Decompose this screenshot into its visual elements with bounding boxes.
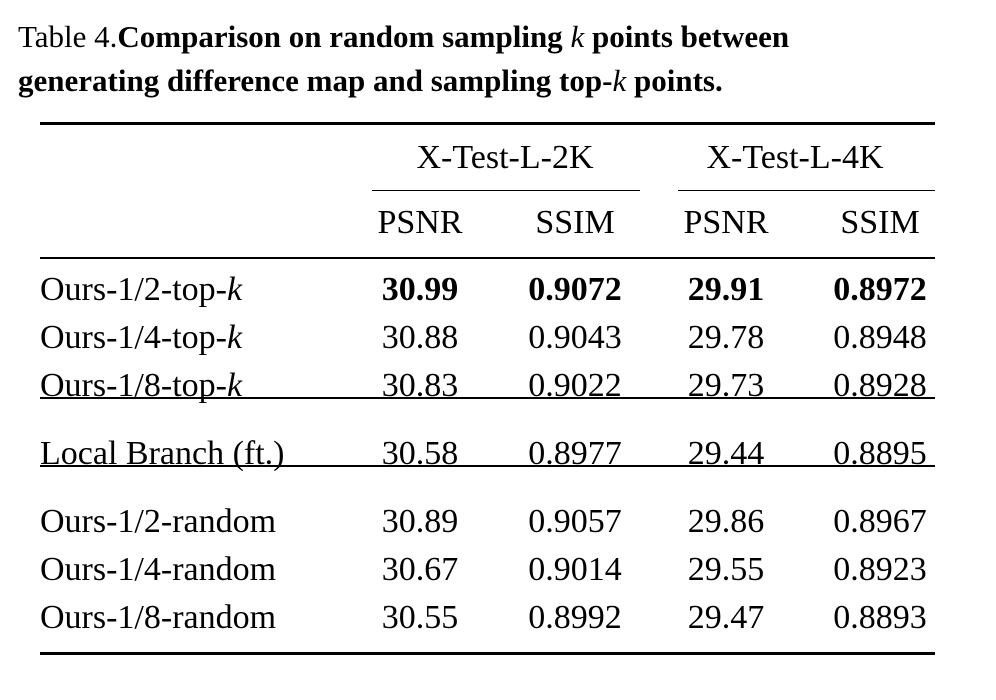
group-header: X-Test-L-4K (706, 139, 884, 176)
row-label: Local Branch (ft.) (40, 434, 285, 474)
text-part: points between (584, 19, 790, 54)
text-part: Comparison on random sampling (117, 19, 571, 54)
rule (40, 122, 935, 125)
cell-value: 0.9014 (528, 551, 622, 588)
cell-value: 0.9057 (528, 503, 622, 540)
cell-value: 0.8948 (833, 319, 927, 356)
cell-value: 0.9022 (528, 367, 622, 404)
cell-value: 0.9072 (528, 271, 622, 308)
cell-value: 29.78 (687, 319, 765, 356)
cell-value: 0.8893 (833, 599, 927, 636)
text-part: k (226, 319, 243, 356)
text-part: generating difference map and sampling t… (18, 63, 613, 98)
caption-line: generating difference map and sampling t… (18, 64, 723, 98)
row-label: Ours-1/2-top-k (40, 270, 242, 310)
cell-value: 29.47 (687, 599, 765, 636)
text-part: k (226, 271, 243, 308)
group-header: X-Test-L-2K (416, 139, 594, 176)
cell-value: 30.89 (381, 503, 459, 540)
cell-value: 0.8928 (833, 367, 927, 404)
column-header: PSNR (683, 204, 769, 241)
column-header: PSNR (377, 204, 463, 241)
cell-value: 30.88 (381, 319, 459, 356)
cell-value: 0.8972 (833, 271, 927, 308)
row-label: Ours-1/4-top-k (40, 318, 242, 358)
rule (40, 397, 935, 399)
cell-value: 29.73 (687, 367, 765, 404)
cell-value: 30.67 (381, 551, 459, 588)
rule (372, 190, 640, 191)
text-part: k (226, 367, 243, 404)
rule (40, 465, 935, 467)
cell-value: 30.83 (381, 367, 459, 404)
cell-value: 29.55 (687, 551, 765, 588)
column-header: SSIM (840, 204, 920, 241)
cell-value: 29.86 (687, 503, 765, 540)
cell-value: 29.91 (687, 271, 765, 308)
caption-line: Table 4.Comparison on random sampling k … (18, 20, 789, 54)
cell-value: 0.8977 (528, 435, 622, 472)
rule (40, 257, 935, 259)
text-part: k (612, 63, 627, 98)
cell-value: 0.8895 (833, 435, 927, 472)
text-part: Table 4. (18, 19, 118, 54)
column-header: SSIM (535, 204, 615, 241)
cell-value: 0.8992 (528, 599, 622, 636)
text-part: Ours-1/4-random (40, 551, 277, 588)
cell-value: 30.99 (381, 271, 459, 308)
cell-value: 30.58 (381, 435, 459, 472)
row-label: Ours-1/2-random (40, 502, 276, 542)
cell-value: 0.8967 (833, 503, 927, 540)
cell-value: 0.8923 (833, 551, 927, 588)
text-part: Ours-1/2-top- (40, 271, 227, 308)
rule (678, 190, 935, 191)
text-part: k (570, 19, 585, 54)
cell-value: 29.44 (687, 435, 765, 472)
rule (40, 652, 935, 655)
row-label: Ours-1/8-top-k (40, 366, 242, 406)
text-part: Ours-1/8-random (40, 599, 277, 636)
cell-value: 30.55 (381, 599, 459, 636)
text-part: Ours-1/4-top- (40, 319, 227, 356)
row-label: Ours-1/4-random (40, 550, 276, 590)
text-part: Ours-1/2-random (40, 503, 277, 540)
text-part: points. (626, 63, 723, 98)
row-label: Ours-1/8-random (40, 598, 276, 638)
cell-value: 0.9043 (528, 319, 622, 356)
